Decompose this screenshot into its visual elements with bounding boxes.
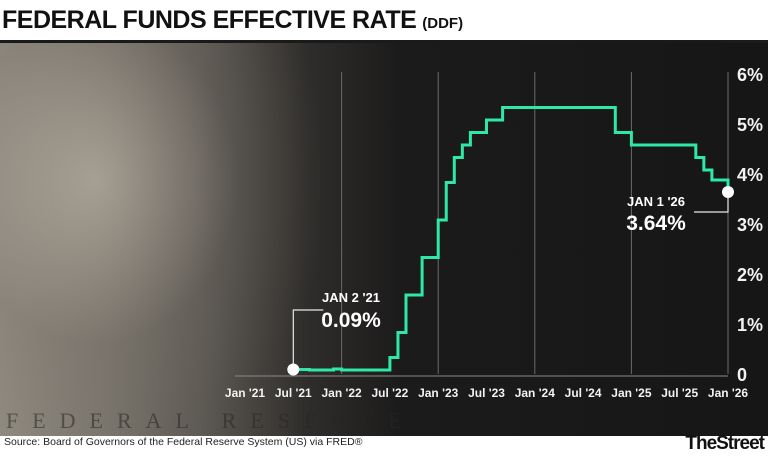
x-tick-label: Jan '23 bbox=[418, 386, 459, 400]
background-carving: FEDERAL RESERVE bbox=[6, 408, 416, 433]
source-note: Source: Board of Governors of the Federa… bbox=[4, 436, 363, 448]
thestreet-logo: TheStreet bbox=[685, 433, 765, 454]
x-tick-label: Jul '24 bbox=[565, 386, 602, 400]
annotation-start-date: JAN 2 '21 bbox=[322, 290, 380, 305]
y-tick-label: 1% bbox=[737, 315, 763, 335]
x-tick-label: Jul '22 bbox=[371, 386, 408, 400]
title-suffix: (DDF) bbox=[422, 15, 464, 32]
y-tick-label: 0 bbox=[737, 365, 747, 385]
start-point-marker bbox=[287, 363, 300, 376]
x-tick-label: Jan '22 bbox=[321, 386, 362, 400]
chart-title: FEDERAL FUNDS EFFECTIVE RATE (DDF) bbox=[2, 6, 463, 40]
x-tick-label: Jan '26 bbox=[708, 386, 749, 400]
fed-building-photo bbox=[0, 43, 320, 436]
annotation-end-value: 3.64% bbox=[626, 212, 686, 235]
x-tick-label: Jul '21 bbox=[275, 386, 312, 400]
end-point-marker bbox=[722, 186, 734, 198]
x-tick-label: Jan '24 bbox=[515, 386, 556, 400]
annotation-leader-end bbox=[694, 192, 729, 213]
x-tick-label: Jul '23 bbox=[468, 386, 505, 400]
annotation-leader-start bbox=[292, 309, 324, 370]
y-tick-label: 5% bbox=[737, 115, 763, 135]
x-tick-label: Jan '25 bbox=[611, 386, 652, 400]
y-tick-label: 2% bbox=[737, 265, 763, 285]
annotation-end-date: JAN 1 '26 bbox=[627, 194, 685, 209]
x-tick-label: Jul '25 bbox=[661, 386, 698, 400]
rate-line bbox=[293, 106, 730, 372]
annotation-start-value: 0.09% bbox=[321, 309, 381, 332]
title-text: FEDERAL FUNDS EFFECTIVE RATE bbox=[2, 6, 417, 34]
y-tick-label: 4% bbox=[737, 165, 763, 185]
y-tick-label: 6% bbox=[737, 65, 763, 85]
x-tick-label: Jan '21 bbox=[225, 386, 266, 400]
y-tick-label: 3% bbox=[737, 215, 763, 235]
